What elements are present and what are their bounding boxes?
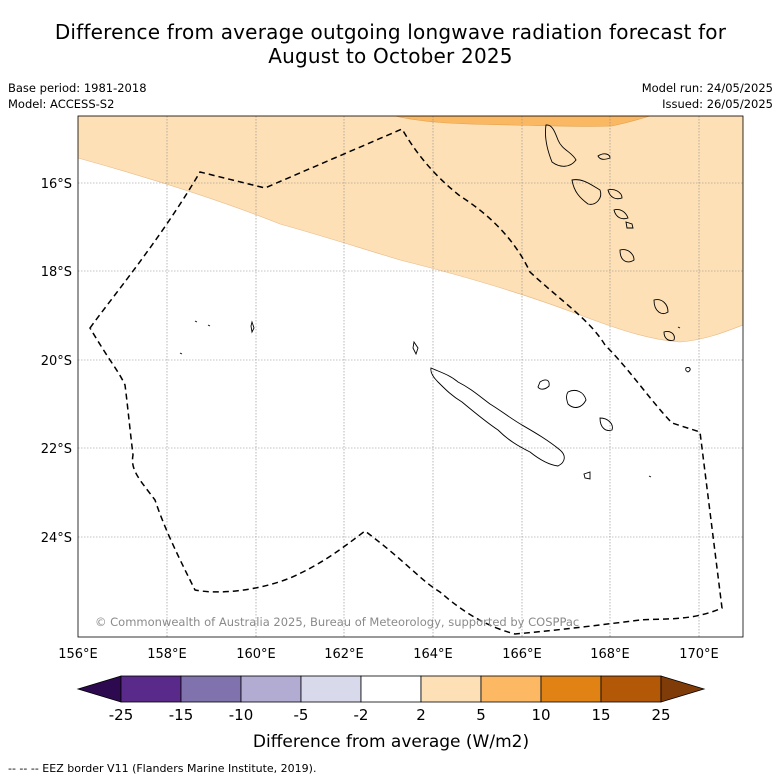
title-line-2: August to October 2025: [268, 44, 513, 68]
colorbar-tick: -10: [229, 706, 254, 724]
vanuatu-tanna: [653, 299, 669, 314]
vanuatu-efate: [625, 221, 634, 229]
vanuatu-aneityum: [663, 331, 675, 341]
colorbar-tick: -15: [169, 706, 194, 724]
title-line-1: Difference from average outgoing longwav…: [54, 20, 727, 44]
vanuatu-pentecost: [607, 189, 623, 200]
metadata-right: Model run: 24/05/2025 Issued: 26/05/2025: [642, 80, 773, 112]
matthew-island: [677, 326, 681, 329]
colorbar-tick-labels: -25 -15 -10 -5 -2 2 5 10 15 25: [109, 706, 671, 724]
coastlines: [179, 124, 691, 480]
colorbar-tick: 5: [476, 706, 486, 724]
lat-tick-22s: 22°S: [41, 442, 72, 457]
anomaly-region-medium: [394, 116, 651, 127]
vanuatu-espiritu-santo: [545, 124, 577, 167]
colorbar-segment: [240, 675, 302, 703]
colorbar-tick: 15: [591, 706, 610, 724]
colorbar-tick: 25: [651, 706, 670, 724]
base-period: Base period: 1981-2018: [8, 81, 147, 95]
lat-tick-16s: 16°S: [41, 177, 72, 192]
copyright-text: © Commonwealth of Australia 2025, Bureau…: [95, 615, 579, 629]
colorbar-label: Difference from average (W/m2): [253, 732, 529, 752]
lon-tick-162e: 162°E: [324, 647, 364, 662]
lon-tick-labels: 156°E 158°E 160°E 162°E 164°E 166°E 168°…: [58, 647, 719, 662]
lat-tick-20s: 20°S: [41, 354, 72, 369]
lon-tick-164e: 164°E: [413, 647, 453, 662]
colorbar-segment: [540, 675, 602, 703]
lat-tick-24s: 24°S: [41, 531, 72, 546]
anomaly-region-light: [78, 116, 743, 343]
vanuatu-erromango: [619, 249, 635, 263]
bellona-reef: [179, 320, 211, 355]
chart-title: Difference from average outgoing longwav…: [0, 20, 781, 68]
vanuatu-malekula: [571, 179, 602, 205]
colorbar-segment: [300, 675, 362, 703]
chesterfield-islets: [250, 320, 255, 334]
colorbar-segment: [180, 675, 242, 703]
lat-tick-18s: 18°S: [41, 265, 72, 280]
colorbar-segment: [600, 675, 662, 703]
issued-date: Issued: 26/05/2025: [662, 97, 773, 111]
colorbar-tick: -2: [354, 706, 369, 724]
lon-tick-166e: 166°E: [502, 647, 542, 662]
lat-tick-labels: 16°S 18°S 20°S 22°S 24°S: [41, 177, 72, 546]
footer-note: -- -- -- EEZ border V11 (Flanders Marine…: [8, 762, 317, 775]
lon-tick-168e: 168°E: [590, 647, 630, 662]
colorbar-tick: 10: [531, 706, 550, 724]
lon-tick-156e: 156°E: [58, 647, 98, 662]
lon-tick-170e: 170°E: [679, 647, 719, 662]
colorbar-tick: -25: [109, 706, 134, 724]
colorbar: [76, 675, 706, 703]
colorbar-tick: -5: [294, 706, 309, 724]
belep-island: [412, 340, 419, 356]
walpole-island: [648, 475, 652, 478]
eez-border: [89, 128, 723, 635]
vanuatu-epi: [613, 209, 629, 220]
map-frame: [77, 115, 744, 638]
colorbar-segment: [420, 675, 482, 703]
lon-tick-158e: 158°E: [147, 647, 187, 662]
colorbar-extension-high: [660, 675, 706, 703]
lifou-island: [566, 389, 587, 408]
model-name: Model: ACCESS-S2: [8, 97, 115, 111]
map-panel: © Commonwealth of Australia 2025, Bureau…: [78, 116, 743, 637]
colorbar-segment: [120, 675, 182, 703]
model-run: Model run: 24/05/2025: [641, 81, 773, 95]
new-caledonia-main-island: [430, 367, 565, 467]
ouvea-island: [537, 379, 550, 390]
colorbar-tick: 2: [416, 706, 426, 724]
colorbar-extension-low: [76, 675, 122, 703]
lon-tick-160e: 160°E: [236, 647, 276, 662]
colorbar-segment: [480, 675, 542, 703]
metadata-left: Base period: 1981-2018 Model: ACCESS-S2: [8, 80, 147, 112]
colorbar-segment: [360, 675, 422, 703]
isle-of-pines: [583, 471, 591, 480]
vanuatu-ambae: [597, 153, 611, 160]
mare-island: [599, 417, 613, 431]
hunter-island: [685, 367, 691, 373]
